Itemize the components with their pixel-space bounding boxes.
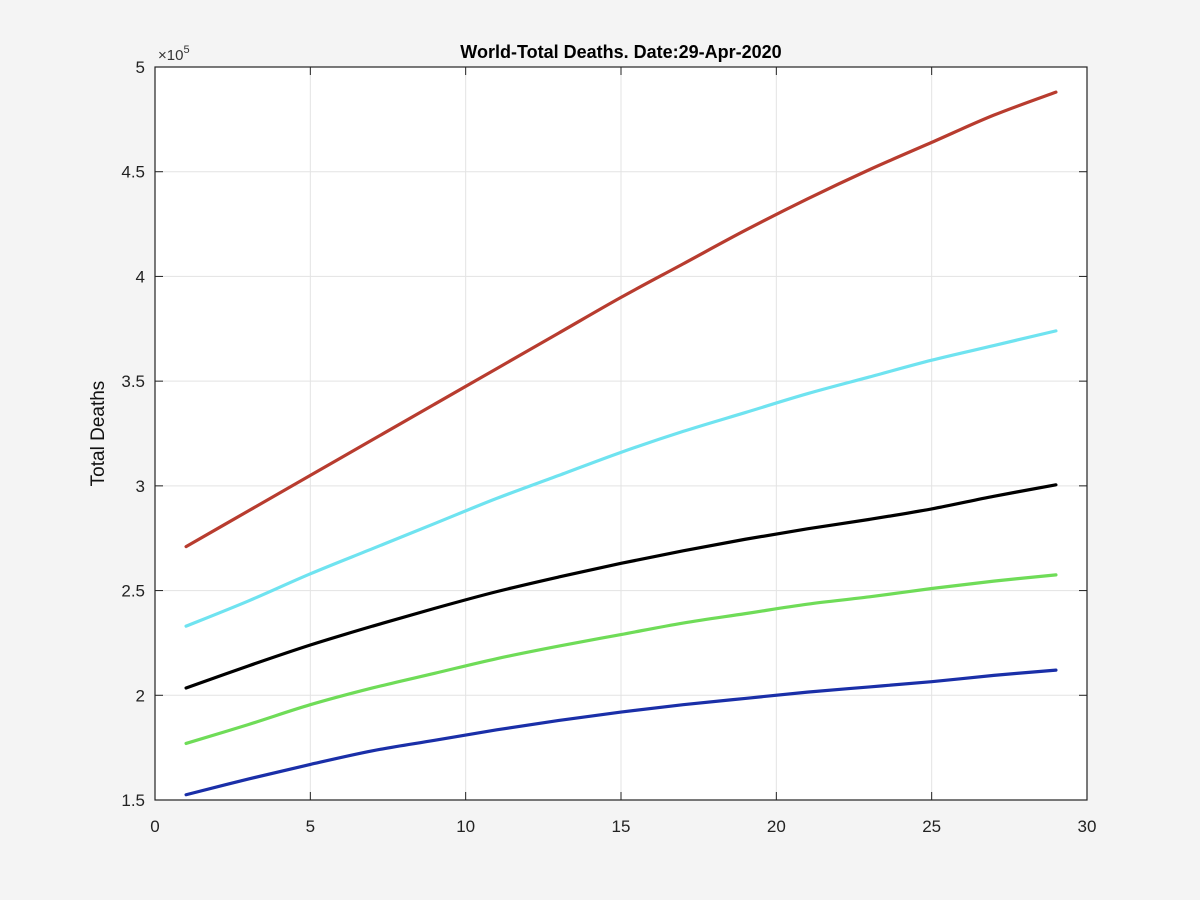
y-axis-label: Total Deaths (88, 381, 109, 487)
y-tick-label: 4.5 (121, 163, 145, 182)
x-tick-label: 15 (612, 817, 631, 836)
x-tick-labels: 0 5 10 15 20 25 30 (150, 817, 1096, 836)
x-tick-label: 25 (922, 817, 941, 836)
chart-title: World-Total Deaths. Date:29-Apr-2020 (460, 42, 781, 62)
y-exponent-power: 5 (183, 44, 189, 56)
y-exponent-base: ×10 (158, 47, 183, 64)
series-line-5 (184, 668, 1058, 797)
y-tick-label: 1.5 (121, 791, 145, 810)
x-tick-label: 10 (456, 817, 475, 836)
tick-marks (154, 66, 1088, 801)
x-tick-label: 30 (1078, 817, 1097, 836)
x-tick-label: 0 (150, 817, 159, 836)
y-tick-label: 2.5 (121, 582, 145, 601)
grid-lines (155, 67, 1087, 800)
y-tick-label: 3 (136, 477, 145, 496)
series-group (184, 90, 1058, 797)
y-tick-labels: 1.5 2 2.5 3 3.5 4 4.5 5 (121, 58, 145, 810)
series-line-3 (184, 483, 1058, 690)
x-tick-label: 5 (306, 817, 315, 836)
y-tick-label: 3.5 (121, 372, 145, 391)
y-tick-label: 2 (136, 686, 145, 705)
series-line-2 (184, 329, 1058, 628)
y-axis-exponent: ×105 (158, 44, 190, 64)
series-line-4 (184, 573, 1058, 746)
series-line-1 (184, 90, 1058, 549)
x-tick-label: 20 (767, 817, 786, 836)
y-tick-label: 5 (136, 58, 145, 77)
y-tick-label: 4 (136, 267, 145, 286)
